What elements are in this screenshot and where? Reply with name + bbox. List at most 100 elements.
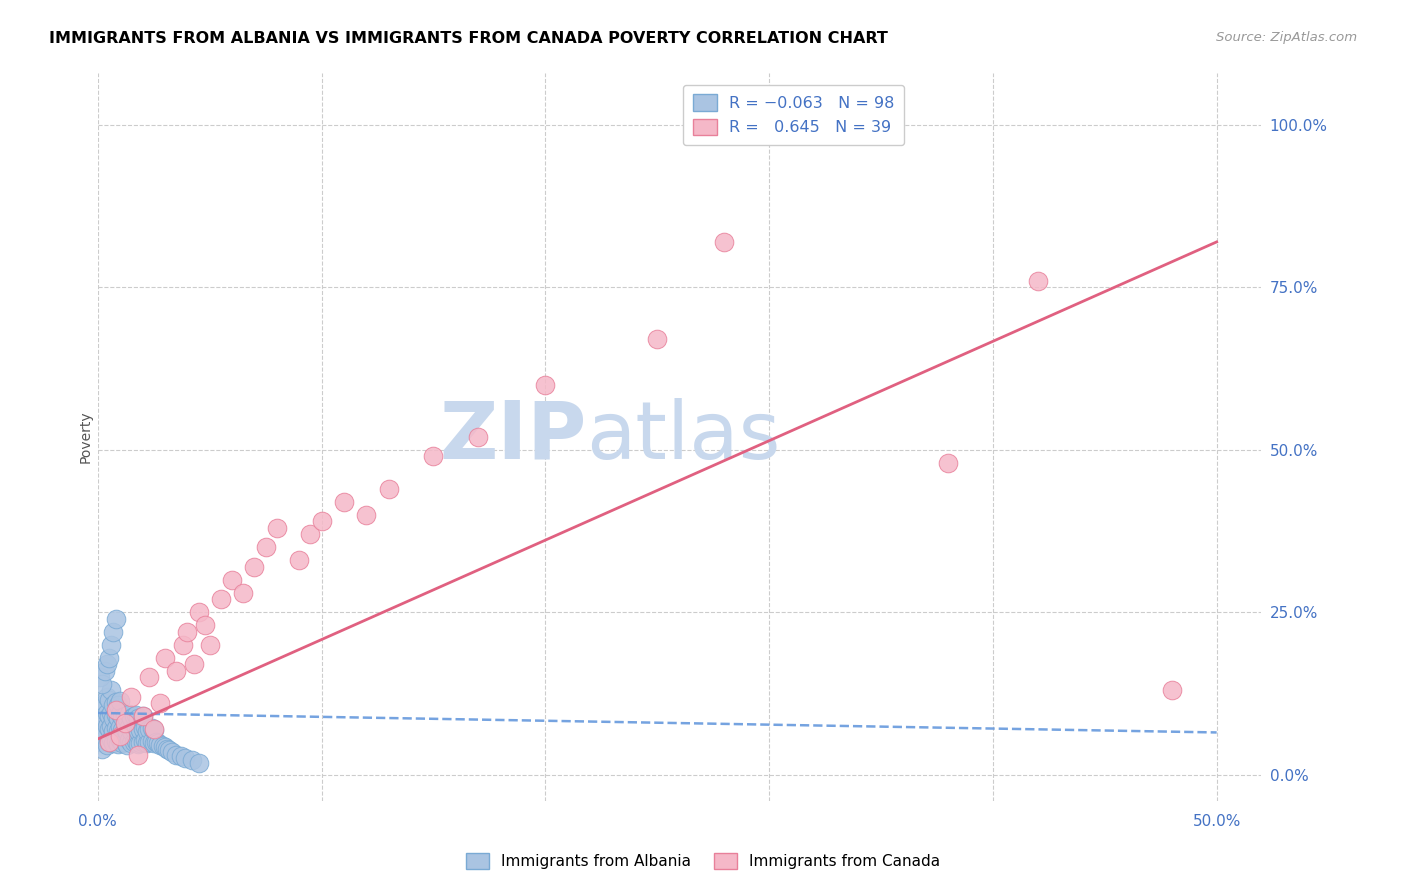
Point [288, 553, 311, 567]
Point [104, 695, 127, 709]
Point [118, 732, 141, 747]
Point [254, 541, 277, 555]
Point [118, 706, 141, 721]
Point [125, 707, 148, 722]
Text: IMMIGRANTS FROM ALBANIA VS IMMIGRANTS FROM CANADA POVERTY CORRELATION CHART: IMMIGRANTS FROM ALBANIA VS IMMIGRANTS FR… [49, 31, 889, 46]
Point [936, 456, 959, 470]
Point [165, 664, 187, 678]
Point [194, 618, 217, 632]
Point [136, 737, 159, 751]
Point [103, 624, 125, 639]
Point [91, 703, 114, 717]
Point [114, 734, 136, 748]
Point [174, 751, 197, 765]
Point [111, 723, 134, 737]
Point [89, 735, 111, 749]
Point [142, 736, 165, 750]
Point [127, 748, 149, 763]
Point [98, 735, 121, 749]
Point [125, 721, 148, 735]
Point [1026, 274, 1049, 288]
Point [125, 734, 148, 748]
Point [149, 738, 172, 752]
Point [159, 743, 181, 757]
Point [104, 612, 127, 626]
Point [120, 723, 142, 738]
Point [138, 735, 160, 749]
Point [98, 693, 121, 707]
Point [148, 737, 170, 751]
Point [311, 514, 333, 528]
Point [103, 737, 125, 751]
Point [138, 722, 160, 736]
Point [266, 521, 288, 535]
Text: atlas: atlas [586, 398, 780, 475]
Point [93, 731, 115, 746]
Point [93, 713, 115, 727]
Point [98, 709, 121, 723]
Point [160, 745, 183, 759]
Point [103, 723, 125, 738]
Point [107, 698, 129, 713]
Point [122, 735, 145, 749]
Point [120, 690, 142, 704]
Point [467, 430, 489, 444]
Point [96, 706, 118, 720]
Point [134, 720, 156, 734]
Point [165, 748, 187, 763]
Point [120, 710, 142, 724]
Point [149, 696, 172, 710]
Point [103, 698, 125, 712]
Point [96, 719, 118, 733]
Point [221, 573, 243, 587]
Point [187, 605, 209, 619]
Text: Source: ZipAtlas.com: Source: ZipAtlas.com [1216, 31, 1357, 45]
Point [138, 670, 160, 684]
Y-axis label: Poverty: Poverty [79, 410, 93, 463]
Point [153, 650, 176, 665]
Point [98, 722, 121, 736]
Point [152, 739, 174, 753]
Point [377, 482, 399, 496]
Point [1160, 683, 1182, 698]
Point [107, 724, 129, 739]
Point [91, 741, 114, 756]
Point [129, 723, 152, 737]
Point [243, 559, 266, 574]
Point [145, 734, 167, 748]
Point [114, 708, 136, 723]
Point [118, 720, 141, 734]
Point [422, 450, 444, 464]
Point [96, 690, 118, 704]
Text: 0.0%: 0.0% [79, 814, 117, 829]
Point [98, 650, 121, 665]
Point [115, 724, 138, 739]
Point [89, 715, 111, 730]
Point [156, 741, 179, 756]
Point [803, 124, 825, 138]
Point [100, 706, 122, 720]
Point [108, 733, 131, 747]
Point [107, 711, 129, 725]
Point [108, 729, 131, 743]
Point [333, 495, 356, 509]
Point [131, 708, 153, 723]
Point [100, 731, 122, 746]
Point [111, 710, 134, 724]
Text: 50.0%: 50.0% [1192, 814, 1241, 829]
Point [129, 736, 152, 750]
Point [645, 332, 668, 346]
Text: ZIP: ZIP [439, 398, 586, 475]
Point [172, 638, 194, 652]
Point [108, 694, 131, 708]
Point [115, 738, 138, 752]
Point [299, 527, 322, 541]
Point [134, 733, 156, 747]
Point [108, 707, 131, 722]
Point [127, 724, 149, 739]
Point [93, 725, 115, 739]
Point [93, 664, 115, 678]
Point [104, 703, 127, 717]
Point [87, 729, 110, 743]
Point [713, 235, 735, 249]
